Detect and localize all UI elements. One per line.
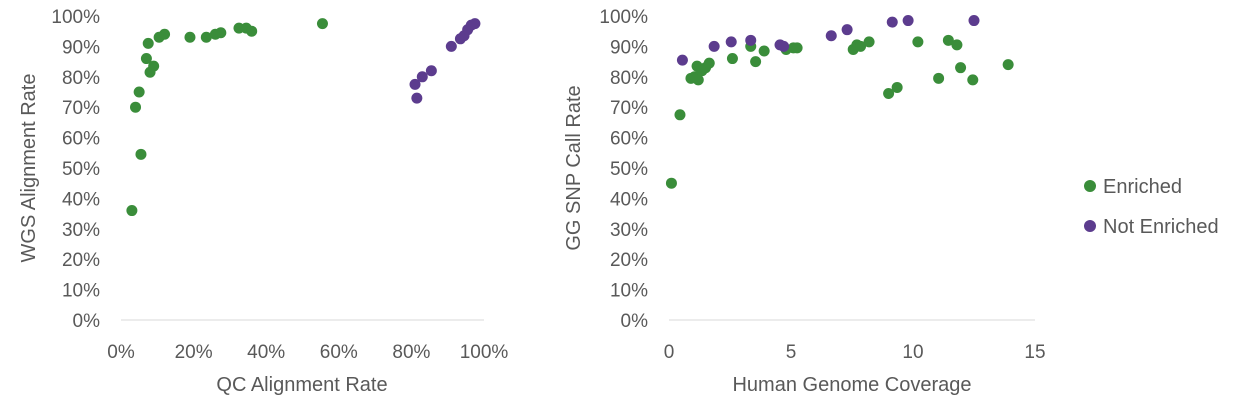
data-point-enriched	[791, 42, 803, 54]
data-point-not-enriched	[676, 54, 688, 66]
data-point-enriched	[159, 28, 171, 40]
data-point-enriched	[316, 18, 328, 30]
right-chart-ylabel: GG SNP Call Rate	[563, 85, 585, 250]
y-tick-label: 20%	[62, 250, 100, 271]
data-point-not-enriched	[745, 34, 757, 46]
y-tick-label: 50%	[62, 159, 100, 180]
data-point-enriched	[863, 36, 875, 48]
x-tick-label: 0	[664, 342, 675, 363]
data-point-enriched	[135, 148, 147, 160]
data-point-enriched	[726, 53, 738, 65]
y-tick-label: 40%	[62, 189, 100, 210]
data-point-enriched	[933, 72, 945, 84]
data-point-not-enriched	[902, 15, 914, 27]
data-point-not-enriched	[886, 16, 898, 28]
x-tick-label: 0%	[107, 342, 135, 363]
y-tick-label: 100%	[599, 7, 648, 28]
data-point-not-enriched	[425, 65, 437, 77]
legend-marker-enriched	[1084, 180, 1096, 192]
y-tick-label: 10%	[610, 281, 648, 302]
right-chart-points	[665, 15, 1014, 189]
data-point-enriched	[184, 31, 196, 43]
x-tick-label: 100%	[460, 342, 509, 363]
data-point-not-enriched	[778, 40, 790, 52]
y-tick-label: 30%	[610, 220, 648, 241]
x-tick-label: 10	[902, 342, 923, 363]
data-point-enriched	[758, 45, 770, 57]
y-tick-label: 70%	[62, 98, 100, 119]
data-point-enriched	[942, 34, 954, 46]
data-point-not-enriched	[968, 15, 980, 27]
left-chart-points	[126, 18, 481, 217]
data-point-enriched	[126, 205, 138, 217]
data-point-enriched	[215, 27, 227, 39]
x-tick-label: 40%	[247, 342, 285, 363]
x-tick-label: 80%	[392, 342, 430, 363]
data-point-enriched	[665, 177, 677, 189]
data-point-enriched	[692, 74, 704, 86]
data-point-not-enriched	[469, 18, 481, 30]
left-chart-ylabel: WGS Alignment Rate	[18, 74, 40, 263]
data-point-enriched	[891, 81, 903, 93]
data-point-enriched	[142, 37, 154, 49]
data-point-enriched	[1002, 59, 1014, 71]
right-chart-xlabel: Human Genome Coverage	[732, 374, 971, 396]
data-point-enriched	[130, 101, 142, 113]
y-tick-label: 50%	[610, 159, 648, 180]
right-chart-axes: 0% 10% 20% 30% 40% 50% 60% 70% 80% 90% 100% 0 5 10 15	[599, 7, 1045, 363]
y-tick-label: 20%	[610, 250, 648, 271]
legend-label-not-enriched: Not Enriched	[1103, 216, 1219, 238]
data-point-enriched	[855, 40, 867, 52]
y-tick-label: 0%	[621, 311, 649, 332]
data-point-not-enriched	[708, 40, 720, 52]
data-point-not-enriched	[825, 30, 837, 42]
data-point-enriched	[955, 62, 967, 74]
data-point-enriched	[200, 31, 212, 43]
left-chart-axes: 0% 10% 20% 30% 40% 50% 60% 70% 80% 90% 100% 0% 20% 40…	[51, 7, 508, 363]
left-chart-xlabel: QC Alignment Rate	[216, 374, 387, 396]
y-tick-label: 70%	[610, 98, 648, 119]
data-point-enriched	[951, 39, 963, 51]
y-tick-label: 10%	[62, 281, 100, 302]
data-point-not-enriched	[411, 92, 423, 104]
data-point-enriched	[674, 109, 686, 121]
y-tick-label: 60%	[62, 129, 100, 150]
legend-label-enriched: Enriched	[1103, 176, 1182, 198]
data-point-enriched	[246, 25, 258, 37]
x-tick-label: 15	[1024, 342, 1045, 363]
legend: Enriched Not Enriched	[1084, 176, 1219, 238]
data-point-enriched	[967, 74, 979, 86]
data-point-not-enriched	[725, 36, 737, 48]
y-tick-label: 30%	[62, 220, 100, 241]
data-point-enriched	[140, 53, 152, 65]
data-point-enriched	[703, 57, 715, 69]
y-tick-label: 90%	[610, 37, 648, 58]
x-tick-label: 60%	[320, 342, 358, 363]
legend-marker-not-enriched	[1084, 220, 1096, 232]
y-tick-label: 40%	[610, 189, 648, 210]
y-tick-label: 80%	[62, 68, 100, 89]
data-point-not-enriched	[841, 24, 853, 36]
data-point-not-enriched	[445, 40, 457, 52]
data-point-not-enriched	[409, 78, 421, 90]
legend-item-not-enriched: Not Enriched	[1084, 216, 1219, 238]
y-tick-label: 60%	[610, 129, 648, 150]
chart-coverage-vs-snp: GG SNP Call Rate Human Genome Coverage 0…	[563, 7, 1046, 396]
data-point-enriched	[912, 36, 924, 48]
legend-item-enriched: Enriched	[1084, 176, 1182, 198]
data-point-enriched	[148, 60, 160, 72]
data-point-not-enriched	[416, 71, 428, 83]
y-tick-label: 100%	[51, 7, 100, 28]
x-tick-label: 5	[786, 342, 797, 363]
chart-qc-vs-wgs: WGS Alignment Rate QC Alignment Rate 0% 1…	[18, 7, 508, 396]
data-point-enriched	[133, 86, 145, 98]
y-tick-label: 90%	[62, 37, 100, 58]
data-point-enriched	[750, 56, 762, 68]
data-point-enriched	[883, 88, 895, 100]
y-tick-label: 0%	[73, 311, 101, 332]
x-tick-label: 20%	[175, 342, 213, 363]
y-tick-label: 80%	[610, 68, 648, 89]
